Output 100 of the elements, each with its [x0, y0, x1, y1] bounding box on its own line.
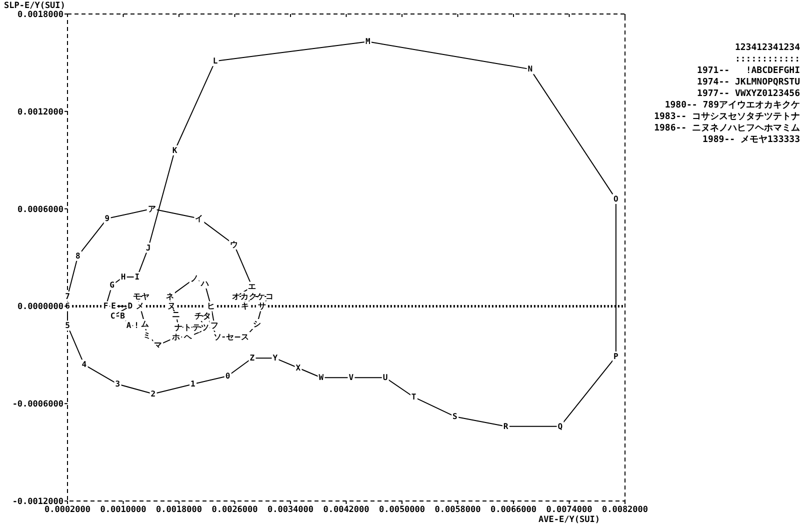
text: 1989-- メモヤ133333 [702, 135, 800, 145]
annotation: ヒ [207, 302, 216, 311]
text: :::::::::::: [734, 54, 800, 64]
annotation: 0 [225, 372, 230, 381]
annotation: キ [241, 302, 250, 311]
annotation: ナ [174, 322, 182, 332]
annotation: ヘ [183, 332, 194, 342]
annotation: B [120, 311, 126, 320]
annotation: ス [241, 332, 250, 342]
annotation: 8 [76, 251, 81, 260]
annotation: X [296, 363, 301, 372]
text: 1986-- ニヌネノハヒフヘホマミム [654, 124, 800, 134]
annotation: D [128, 302, 133, 311]
annotation: ノ [190, 274, 198, 284]
annotation: ニ [172, 310, 180, 319]
annotation: 2 [150, 389, 156, 398]
annotation: シ [253, 320, 262, 329]
annotation: ホ [171, 332, 180, 342]
y-tick-label: 0.0000000 [17, 302, 64, 312]
annotation: N [528, 64, 533, 74]
annotation: ハ [200, 278, 209, 288]
annotation: ! [134, 321, 139, 330]
annotation: コ [266, 292, 274, 301]
annotation: G [110, 280, 115, 290]
annotation: フ [210, 321, 219, 330]
annotation: A [126, 321, 132, 330]
annotation: オ [232, 292, 240, 301]
annotation: I [134, 272, 140, 282]
y-tick-label: 0.0018000 [17, 10, 64, 20]
y-tick-label: 0.0006000 [17, 204, 64, 215]
annotation: M [365, 37, 370, 46]
x-axis-title: AVE-E/Y(SUI) [538, 515, 600, 525]
annotation: ム [140, 320, 149, 329]
x-tick-label: 0.0002000 [44, 505, 91, 515]
annotation: P [614, 352, 619, 362]
annotation: 7 [65, 292, 70, 301]
text: 1977-- VWXYZ0123456 [697, 89, 800, 99]
text: 1983-- コサシスセソタチツテトナ [654, 111, 800, 122]
annotation: C [110, 311, 116, 320]
annotation: Z [250, 354, 255, 363]
annotation: R [503, 422, 508, 431]
annotation: メ [136, 302, 144, 311]
annotation: L [212, 56, 218, 66]
text: 1980-- 789アイウエオカキクケ [664, 100, 800, 110]
annotation: 9 [104, 214, 110, 224]
x-tick-label: 0.0050000 [378, 505, 426, 515]
x-tick-label: 0.0010000 [100, 505, 146, 515]
annotation: U [382, 373, 388, 382]
annotation: 4 [82, 360, 87, 370]
annotation: J [146, 243, 151, 252]
annotation: チ [194, 311, 203, 320]
annotation: Y [272, 354, 278, 363]
annotation: ク [248, 292, 257, 301]
x-tick-label: 0.0026000 [212, 505, 258, 515]
annotation: タ [202, 311, 211, 320]
annotation: ウ [230, 240, 238, 250]
annotation: S [452, 412, 458, 422]
annotation: T [411, 392, 416, 402]
y-tick-label: -0.0012000 [12, 497, 64, 507]
annotation: K [172, 146, 178, 155]
annotation: テ [192, 322, 200, 332]
y-axis-title: SLP-E/Y(SUI) [4, 1, 66, 11]
y-tick-label: -0.0006000 [12, 400, 64, 410]
x-tick-label: 0.0058000 [434, 505, 481, 515]
annotation: H [120, 272, 126, 282]
annotation: 1 [190, 380, 196, 389]
x-tick-label: 0.0074000 [546, 505, 592, 515]
annotation: ト [183, 322, 192, 332]
annotation: ア [148, 204, 156, 214]
annotation: ツ [200, 322, 209, 332]
annotation: イ [195, 214, 204, 224]
text: 1974-- JKLMNOPQRSTU [697, 78, 800, 88]
x-tick-label: 0.0034000 [267, 505, 314, 515]
annotation: ヌ [167, 302, 176, 311]
annotation: マ [154, 340, 162, 350]
annotation: V [348, 373, 354, 382]
annotation: モ [133, 292, 142, 301]
annotation: ソ [213, 332, 222, 342]
annotation: F [103, 302, 108, 311]
annotation: Q [558, 422, 563, 431]
annotation: E [111, 302, 116, 311]
annotation: W [318, 373, 324, 382]
x-tick-label: 0.0082000 [602, 505, 648, 515]
annotation: エ [248, 282, 256, 292]
annotation: カ [240, 292, 249, 301]
annotation: ケ [256, 292, 266, 301]
x-tick-label: 0.0042000 [323, 505, 370, 515]
annotation: サ [258, 302, 266, 311]
annotation: O [614, 194, 619, 204]
annotation: ヤ [142, 292, 150, 301]
x-tick-label: 0.0018000 [156, 505, 202, 515]
annotation: ミ [142, 330, 151, 340]
annotation: 5 [65, 321, 70, 330]
text: 123412341234 [734, 43, 801, 53]
annotation: 3 [115, 380, 120, 389]
annotation: ネ [166, 292, 174, 301]
y-tick-label: 0.0012000 [17, 107, 64, 118]
x-tick-label: 0.0066000 [490, 505, 537, 515]
annotation: セ [226, 332, 234, 342]
text: 1971-- !ABCDEFGHI [697, 66, 800, 76]
